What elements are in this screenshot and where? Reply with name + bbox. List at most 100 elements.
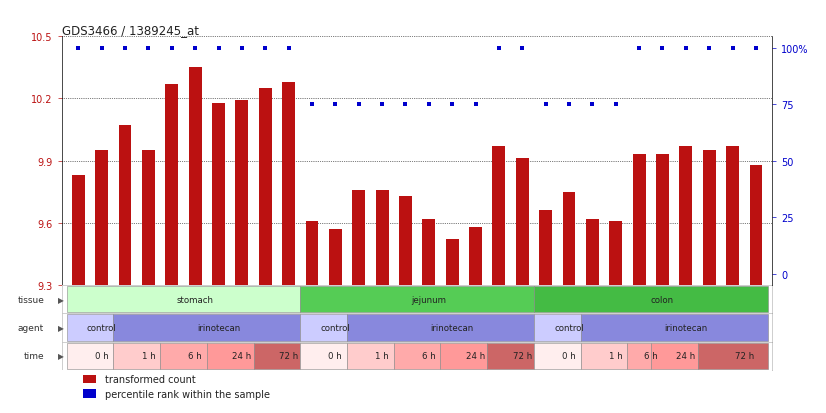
Point [72,45,85,52]
Bar [254,343,301,369]
Bar [72,176,85,285]
Bar [142,151,154,285]
Bar [581,315,767,341]
Bar [188,68,202,285]
Point [703,45,716,52]
Point [352,102,365,108]
Point [726,45,739,52]
Text: transformed count: transformed count [105,374,195,384]
Text: 0 h: 0 h [329,351,342,361]
Bar [67,315,113,341]
Text: 24 h: 24 h [676,351,695,361]
Point [586,102,599,108]
Point [212,45,225,52]
Text: 24 h: 24 h [232,351,251,361]
Bar [95,151,108,285]
Text: time: time [24,351,45,361]
Text: 72 h: 72 h [279,351,298,361]
Point [609,102,622,108]
Bar [376,190,388,285]
Text: 0 h: 0 h [95,351,108,361]
Bar [206,343,254,369]
Bar [394,343,440,369]
Point [633,45,646,52]
Text: ▶: ▶ [59,323,64,332]
Text: GDS3466 / 1389245_at: GDS3466 / 1389245_at [62,24,199,37]
Point [188,45,202,52]
Bar [113,343,160,369]
Bar [633,155,646,285]
Text: 72 h: 72 h [734,351,754,361]
Bar [492,147,506,285]
Bar [628,343,651,369]
Text: jejunum: jejunum [411,295,446,304]
Text: 72 h: 72 h [513,351,532,361]
Bar [440,343,487,369]
Point [95,45,108,52]
Point [306,102,319,108]
Text: 1 h: 1 h [141,351,155,361]
Bar [610,221,622,285]
Bar [165,85,178,285]
Bar [446,240,458,285]
Bar [113,315,301,341]
Bar [329,229,342,285]
Text: ▶: ▶ [59,295,64,304]
Bar [83,389,96,398]
Bar [83,375,96,384]
Bar [726,147,739,285]
Bar [651,343,697,369]
Bar [516,159,529,285]
Point [259,45,272,52]
Bar [67,286,301,312]
Point [492,45,506,52]
Text: irinotecan: irinotecan [197,323,240,332]
Bar [119,126,131,285]
Bar [586,219,599,285]
Text: 0 h: 0 h [563,351,576,361]
Text: tissue: tissue [17,295,45,304]
Bar [399,196,412,285]
Bar [301,343,347,369]
Bar [67,343,113,369]
Bar [703,151,715,285]
Text: stomach: stomach [177,295,214,304]
Bar [160,343,206,369]
Text: agent: agent [18,323,45,332]
Point [235,45,249,52]
Bar [581,343,628,369]
Bar [563,192,576,285]
Bar [469,227,482,285]
Bar [749,165,762,285]
Bar [534,315,581,341]
Point [515,45,529,52]
Bar [347,343,394,369]
Bar [352,190,365,285]
Text: control: control [87,323,116,332]
Bar [656,155,669,285]
Bar [697,343,767,369]
Text: control: control [554,323,584,332]
Text: control: control [320,323,350,332]
Point [679,45,692,52]
Text: 1 h: 1 h [375,351,389,361]
Point [422,102,435,108]
Text: irinotecan: irinotecan [664,323,708,332]
Point [563,102,576,108]
Text: 6 h: 6 h [188,351,202,361]
Text: percentile rank within the sample: percentile rank within the sample [105,389,269,399]
Bar [422,219,435,285]
Text: irinotecan: irinotecan [430,323,474,332]
Point [142,45,155,52]
Text: 1 h: 1 h [609,351,623,361]
Bar [306,221,318,285]
Bar [347,315,534,341]
Text: ▶: ▶ [59,351,64,361]
Point [376,102,389,108]
Bar [534,286,767,312]
Text: 6 h: 6 h [422,351,435,361]
Point [656,45,669,52]
Point [445,102,458,108]
Bar [301,286,534,312]
Point [469,102,482,108]
